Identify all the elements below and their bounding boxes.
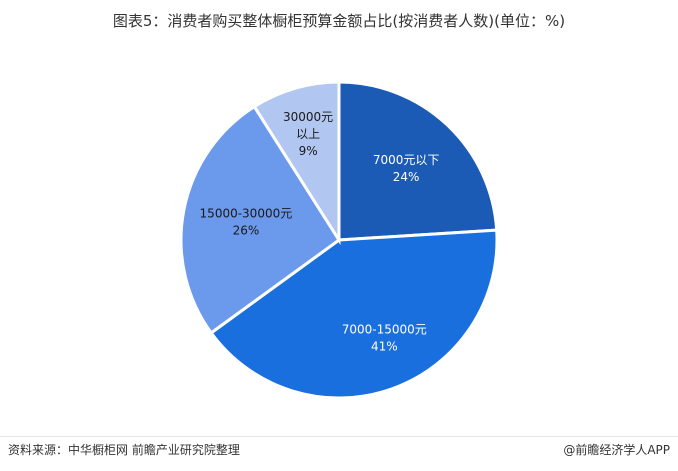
slice-value-label: 41%	[371, 340, 398, 354]
source-note: 资料来源：中华橱柜网 前瞻产业研究院整理	[8, 443, 240, 457]
slice-value-label: 24%	[393, 170, 420, 184]
slice-category-label: 7000元以下	[373, 153, 440, 167]
pie-slice	[252, 80, 341, 246]
slice-value-label: 26%	[233, 224, 260, 238]
slice-category-label: 以上	[296, 127, 320, 141]
pie-slice	[337, 80, 499, 242]
pie-slices	[179, 80, 499, 400]
slice-value-label: 9%	[299, 144, 318, 158]
slice-category-label: 15000-30000元	[200, 207, 293, 221]
brand-credit: @前瞻经济学人APP	[563, 443, 670, 457]
pie-slice	[179, 104, 342, 335]
pie-labels: 7000元以下 24% 7000-15000元 41% 15000-30000元 26% 3…	[200, 110, 440, 354]
pie-slice	[209, 228, 499, 400]
slice-category-label: 7000-15000元	[342, 323, 427, 337]
slice-category-label: 30000元	[283, 110, 333, 124]
footer-divider	[0, 436, 678, 437]
chart-title: 图表5：消费者购买整体橱柜预算金额占比(按消费者人数)(单位：%)	[112, 12, 566, 30]
